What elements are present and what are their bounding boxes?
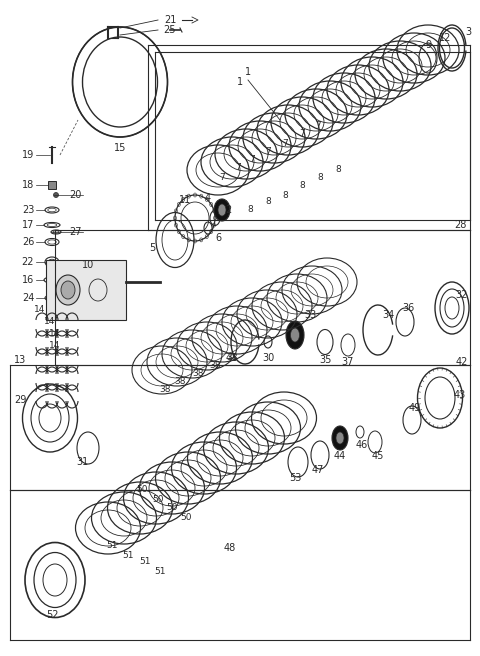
Text: 1: 1 (237, 77, 243, 87)
Text: 36: 36 (402, 303, 414, 313)
Text: 49: 49 (409, 403, 421, 413)
Text: 13: 13 (14, 355, 26, 365)
Ellipse shape (218, 204, 226, 216)
Text: 41: 41 (226, 353, 238, 363)
Ellipse shape (56, 275, 80, 305)
Text: 4: 4 (205, 193, 211, 203)
Text: 46: 46 (356, 440, 368, 450)
Text: 16: 16 (22, 275, 34, 285)
Text: 22: 22 (22, 257, 34, 267)
Text: 37: 37 (342, 357, 354, 367)
Text: 8: 8 (265, 197, 271, 207)
Text: 5: 5 (149, 243, 155, 253)
Text: 12: 12 (439, 33, 451, 43)
Text: 47: 47 (312, 465, 324, 475)
Text: 20: 20 (69, 190, 81, 200)
Text: 23: 23 (22, 205, 34, 215)
Text: 7: 7 (249, 155, 255, 165)
Text: 14: 14 (49, 329, 60, 338)
Text: 1: 1 (245, 67, 251, 77)
Text: 38: 38 (226, 354, 238, 363)
Text: 2: 2 (225, 205, 231, 215)
Ellipse shape (83, 37, 157, 127)
Text: 33: 33 (304, 310, 316, 320)
Text: 25: 25 (164, 25, 176, 35)
Text: 7: 7 (299, 129, 305, 138)
Text: 30: 30 (262, 353, 274, 363)
Text: 19: 19 (22, 150, 34, 160)
Text: 26: 26 (22, 237, 34, 247)
Text: 24: 24 (22, 293, 34, 303)
Text: 50: 50 (136, 485, 148, 495)
Text: 28: 28 (454, 220, 466, 230)
Text: 3: 3 (465, 27, 471, 37)
Text: 50: 50 (152, 495, 164, 504)
FancyBboxPatch shape (48, 181, 56, 189)
Text: 11: 11 (179, 195, 191, 205)
Text: 7: 7 (315, 121, 321, 129)
Ellipse shape (336, 432, 344, 444)
Text: 27: 27 (69, 227, 81, 237)
Text: 51: 51 (154, 567, 166, 577)
Text: 14: 14 (49, 342, 60, 350)
Text: 38: 38 (159, 386, 171, 394)
Text: 44: 44 (334, 451, 346, 461)
Text: 14: 14 (44, 318, 56, 327)
Text: 7: 7 (265, 148, 271, 157)
Text: 9: 9 (425, 40, 431, 50)
Text: 38: 38 (192, 369, 204, 379)
Text: 14: 14 (34, 306, 46, 314)
Text: 32: 32 (456, 290, 468, 300)
Text: 51: 51 (106, 541, 118, 550)
Text: 8: 8 (317, 173, 323, 182)
Text: 35: 35 (319, 355, 331, 365)
Text: 29: 29 (14, 395, 26, 405)
Text: 17: 17 (22, 220, 34, 230)
Text: 52: 52 (46, 610, 58, 620)
Text: 8: 8 (282, 190, 288, 199)
Text: 51: 51 (122, 550, 134, 560)
Ellipse shape (53, 192, 59, 197)
Ellipse shape (61, 281, 75, 299)
Text: 45: 45 (372, 451, 384, 461)
Text: 48: 48 (224, 543, 236, 553)
Text: 38: 38 (209, 361, 221, 371)
Text: 31: 31 (76, 457, 88, 467)
Text: 15: 15 (114, 143, 126, 153)
Text: 51: 51 (139, 558, 151, 567)
Text: 8: 8 (299, 182, 305, 190)
Text: 34: 34 (382, 310, 394, 320)
Text: 43: 43 (454, 390, 466, 400)
Text: 10: 10 (82, 260, 94, 270)
Text: 42: 42 (456, 357, 468, 367)
Text: 21: 21 (164, 15, 176, 25)
Text: 8: 8 (335, 165, 341, 174)
Text: 50: 50 (166, 504, 178, 512)
Ellipse shape (290, 328, 300, 342)
Polygon shape (46, 260, 126, 320)
Text: 7: 7 (219, 173, 225, 182)
Ellipse shape (286, 321, 304, 349)
Ellipse shape (332, 426, 348, 450)
Text: 18: 18 (22, 180, 34, 190)
Text: 7: 7 (235, 163, 241, 173)
Text: 7: 7 (282, 138, 288, 148)
Text: 53: 53 (289, 473, 301, 483)
Text: 8: 8 (247, 205, 253, 215)
Text: 6: 6 (215, 233, 221, 243)
Text: 38: 38 (174, 377, 186, 386)
Ellipse shape (214, 199, 230, 221)
Text: 50: 50 (180, 514, 192, 522)
